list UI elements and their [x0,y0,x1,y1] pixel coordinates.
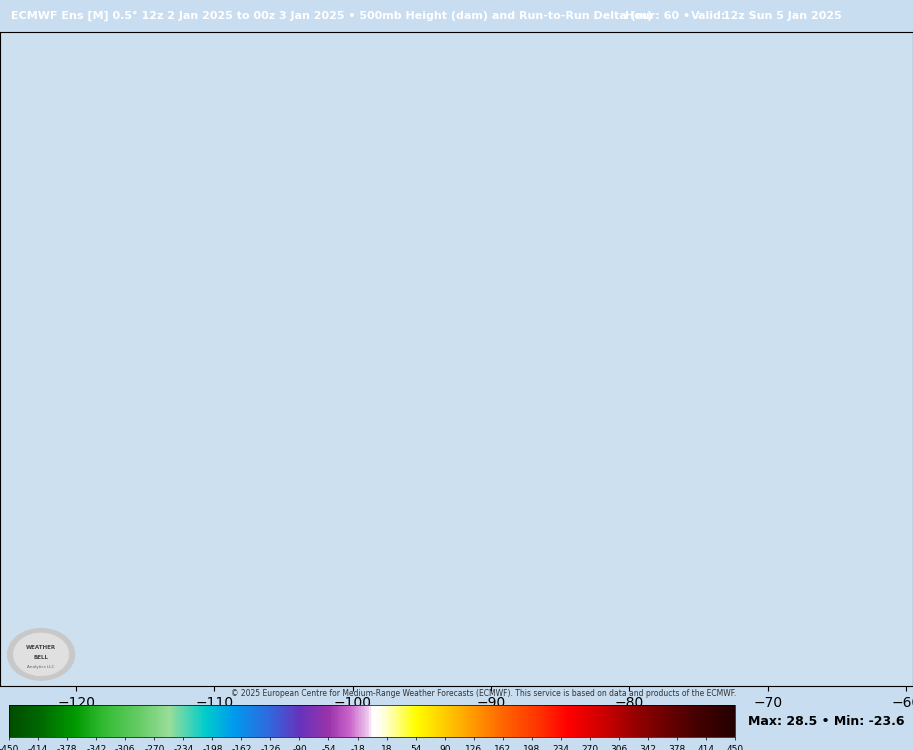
Text: Max: 28.5 • Min: -23.6: Max: 28.5 • Min: -23.6 [748,716,905,728]
Text: © 2025 European Centre for Medium-Range Weather Forecasts (ECMWF). This service : © 2025 European Centre for Medium-Range … [231,688,737,698]
Text: Analytics LLC: Analytics LLC [27,664,55,669]
Text: Valid:: Valid: [691,11,727,21]
Circle shape [14,633,68,676]
Text: 12z Sun 5 Jan 2025: 12z Sun 5 Jan 2025 [719,11,842,21]
Text: ECMWF Ens [M] 0.5° 12z 2 Jan 2025 to 00z 3 Jan 2025 • 500mb Height (dam) and Run: ECMWF Ens [M] 0.5° 12z 2 Jan 2025 to 00z… [11,11,652,21]
Text: Hour: 60 •: Hour: 60 • [625,11,698,21]
Text: WEATHER: WEATHER [26,645,56,650]
Circle shape [7,628,75,680]
Text: BELL: BELL [34,655,48,660]
